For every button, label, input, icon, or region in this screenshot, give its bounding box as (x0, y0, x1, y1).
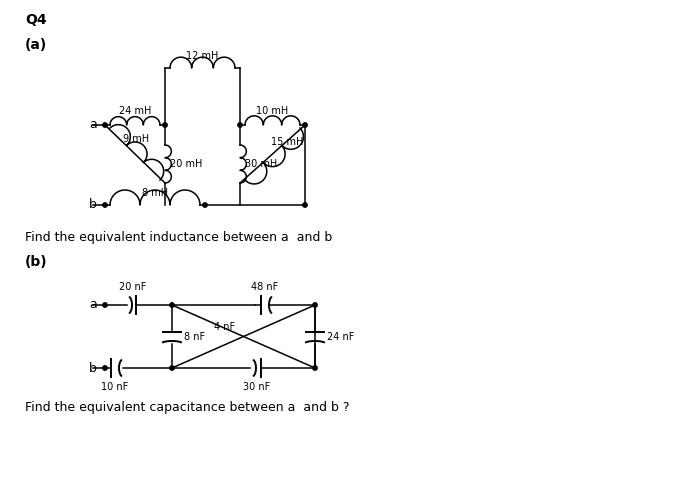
Text: 24 mH: 24 mH (119, 106, 151, 116)
Text: 30 nF: 30 nF (244, 382, 271, 392)
Text: 24 nF: 24 nF (327, 331, 354, 342)
Text: b: b (89, 361, 97, 375)
Circle shape (170, 366, 174, 370)
Circle shape (170, 303, 174, 307)
Text: 48 nF: 48 nF (251, 282, 279, 292)
Circle shape (103, 123, 107, 127)
Text: 8 nF: 8 nF (184, 331, 205, 342)
Circle shape (313, 366, 317, 370)
Text: 8 mH: 8 mH (142, 188, 168, 198)
Text: (b): (b) (25, 255, 48, 269)
Circle shape (163, 123, 167, 127)
Text: 15 mH: 15 mH (271, 137, 303, 147)
Text: (a): (a) (25, 38, 48, 52)
Circle shape (238, 123, 242, 127)
Circle shape (103, 203, 107, 207)
Text: a: a (90, 118, 97, 132)
Text: 10 mH: 10 mH (256, 106, 288, 116)
Text: Find the equivalent inductance between a  and b: Find the equivalent inductance between a… (25, 231, 332, 244)
Circle shape (103, 303, 107, 307)
Circle shape (313, 303, 317, 307)
Circle shape (303, 203, 307, 207)
Circle shape (203, 203, 207, 207)
Text: a: a (90, 298, 97, 312)
Text: 12 mH: 12 mH (186, 51, 218, 61)
Text: 4 nF: 4 nF (214, 322, 235, 332)
Text: 20 mH: 20 mH (170, 159, 202, 169)
Text: 30 mH: 30 mH (245, 159, 277, 169)
Text: 9 mH: 9 mH (123, 134, 149, 144)
Text: 20 nF: 20 nF (119, 282, 147, 292)
Text: b: b (89, 199, 97, 211)
Text: 10 nF: 10 nF (102, 382, 129, 392)
Text: Find the equivalent capacitance between a  and b ?: Find the equivalent capacitance between … (25, 401, 349, 414)
Circle shape (303, 123, 307, 127)
Circle shape (103, 366, 107, 370)
Text: Q4: Q4 (25, 13, 47, 27)
